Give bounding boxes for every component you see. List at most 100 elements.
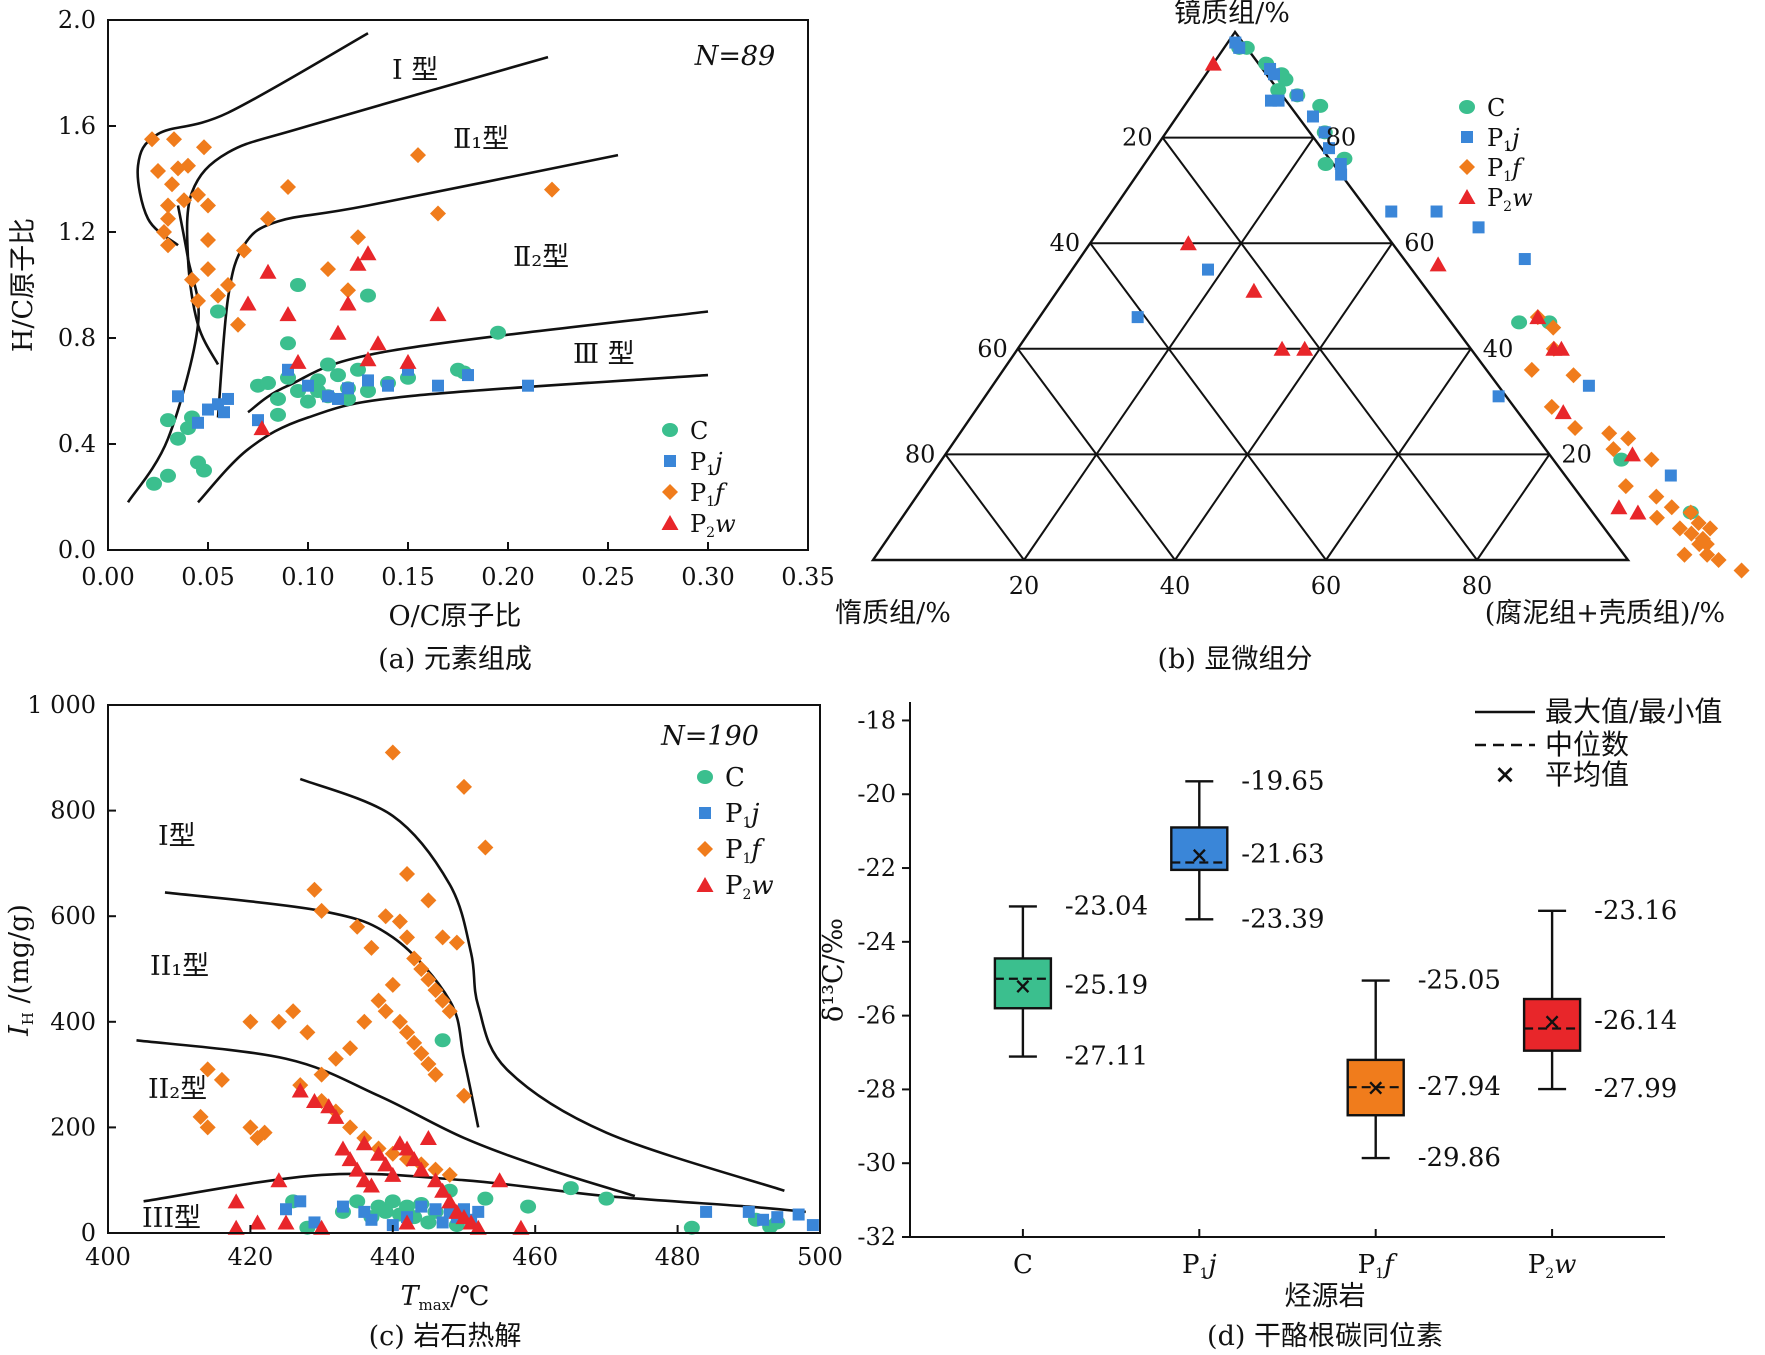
panel-a-point-C-11: [270, 407, 286, 422]
panel-c-point-P1j-2: [308, 1216, 321, 1229]
panel-c-point-P1f-10: [363, 939, 380, 956]
panel-d-y-tick-label: -24: [857, 928, 896, 956]
panel-c-type-3-label: III型: [142, 1203, 201, 1234]
panel-a-point-P1f-23: [280, 178, 296, 195]
legend-label-P1j: P1j: [690, 448, 723, 479]
panel-d-legend-label-median: 中位数: [1545, 728, 1629, 761]
panel-d-y-tick-label: -30: [857, 1149, 896, 1177]
legend-label-tail: w: [715, 510, 736, 538]
legend-label-C: C: [690, 417, 708, 445]
panel-c-x-label-sub: max: [419, 1296, 451, 1314]
panel-a-point-P1j-1: [192, 416, 204, 429]
panel-d-max-label-P1j: -19.65: [1241, 766, 1324, 796]
panel-a-y-tick-label: 0.8: [58, 324, 96, 352]
panel-c-point-P1f-13: [399, 929, 416, 946]
legend-label-tail: f: [1510, 154, 1525, 182]
panel-a-point-C-17: [300, 394, 316, 409]
panel-c-point-P1f-33: [299, 1024, 316, 1041]
panel-b-point-C-10: [1317, 157, 1334, 171]
legend-label-main: P: [725, 835, 743, 865]
panel-d-mean-marker-P2w: ×: [1543, 1009, 1561, 1035]
panel-c-point-P2w-13: [362, 1177, 380, 1193]
panel-c-point-P2w-21: [419, 1129, 437, 1145]
panel-b-left-tick-label: 80: [905, 440, 936, 468]
panel-d-x-tick-label-P1j: P1j: [1182, 1250, 1216, 1282]
panel-b-grid-line: [1325, 348, 1472, 561]
panel-d-min-label-P1j: -23.39: [1241, 904, 1324, 934]
panel-a-x-tick-label: 0.00: [81, 563, 134, 591]
panel-b-point-P1j-3: [1267, 68, 1280, 81]
panel-c-point-C-6: [377, 1204, 394, 1219]
panel-b-caption: (b) 显微组分: [1158, 644, 1313, 675]
panel-c-point-P2w-1: [227, 1219, 245, 1235]
panel-c-point-P1j-10: [436, 1216, 449, 1229]
panel-d-y-tick-label: -18: [857, 706, 896, 734]
panel-c-point-P2w-19: [405, 1151, 423, 1167]
panel-b-right-tick-label: 40: [1483, 335, 1514, 363]
panel-c-x-tick-label: 500: [797, 1243, 843, 1271]
panel-b-left-tick-label: 60: [977, 335, 1008, 363]
legend-label-P1j: P1j: [1487, 124, 1520, 155]
panel-c-point-P2w-28: [469, 1219, 487, 1235]
panel-a-boundary-curve-1: [185, 55, 549, 366]
panel-a-point-P1f-21: [236, 242, 252, 259]
panel-a-point-P2w-1: [253, 420, 271, 436]
panel-b-right-tick-label: 80: [1326, 124, 1357, 152]
panel-c-point-P1f-16: [420, 971, 437, 988]
panel-a-x-tick-label: 0.20: [481, 563, 534, 591]
panel-b-point-P1j-10: [1334, 158, 1347, 170]
panel-a-x-axis-label: O/C原子比: [389, 601, 522, 632]
panel-d-x-axis-label: 烃源岩: [1285, 1281, 1366, 1312]
panel-b-point-C-13: [1613, 452, 1630, 467]
panel-b-point-P2w-1: [1179, 235, 1197, 251]
panel-c-point-P2w-6: [305, 1093, 323, 1108]
panel-a-type-2-2-label: Ⅱ₂型: [513, 242, 569, 273]
panel-c-point-C-18: [520, 1199, 537, 1214]
panel-d-min-label-C: -27.11: [1065, 1042, 1148, 1072]
panel-c-point-P1f-5: [434, 929, 451, 946]
panel-b-right-axis-label: (腐泥组+壳质组)/%: [1485, 598, 1725, 629]
panel-c-point-P1f-12: [391, 913, 408, 930]
panel-c-point-P2w-18: [398, 1140, 416, 1156]
panel-c-point-P1f-2: [477, 839, 494, 856]
panel-a-point-P1j-16: [462, 369, 474, 382]
panel-c-point-P1f-54: [441, 1166, 458, 1183]
panel-c-point-P1f-31: [327, 1050, 344, 1067]
legend-marker-C: [1459, 100, 1475, 114]
panel-c-x-label-tail: /℃: [450, 1281, 489, 1312]
legend-label-main: C: [690, 417, 708, 445]
panel-c-point-P2w-7: [320, 1098, 338, 1114]
legend-label-sub: 1: [1503, 169, 1512, 185]
panel-c-point-C-19: [562, 1181, 579, 1196]
panel-c-x-tick-label: 440: [370, 1243, 416, 1271]
panel-c-point-P2w-22: [427, 1172, 445, 1188]
panel-a-y-tick-label: 0.0: [58, 536, 96, 564]
legend-label-main: P: [690, 448, 706, 476]
panel-a-point-P1f-26: [350, 229, 366, 246]
panel-b-point-P2w-6: [1529, 309, 1547, 325]
legend-label-P1f: P1f: [725, 835, 765, 867]
panel-b-point-P1f-13: [1663, 499, 1680, 516]
legend-label-sub: 2: [706, 525, 715, 541]
panel-a-point-C-8: [210, 304, 226, 319]
panel-b-point-P2w-0: [1204, 55, 1222, 71]
panel-b-point-P2w-12: [1629, 504, 1647, 520]
panel-b-point-P1j-12: [1385, 205, 1398, 218]
panel-a-point-C-22: [330, 368, 346, 383]
panel-b-point-P1f-19: [1683, 525, 1700, 542]
panel-c-y-tick-label: 800: [50, 797, 96, 825]
panel-c-point-P1f-1: [456, 778, 472, 795]
panel-d-mean-label-P2w: -26.14: [1594, 1006, 1677, 1036]
panel-a-point-C-32: [490, 325, 506, 340]
legend-label-main: P: [1487, 184, 1503, 212]
legend-label-P2w: P2w: [690, 510, 736, 541]
panel-a-point-P1f-7: [166, 131, 182, 148]
panel-a-point-P1f-0: [144, 131, 160, 148]
legend-label-main: P: [725, 871, 743, 901]
panel-a-point-P1j-0: [172, 390, 184, 403]
panel-c-point-P1f-28: [427, 1066, 444, 1083]
panel-a-point-P1f-17: [200, 261, 216, 278]
panel-d-y-tick-label: -26: [857, 1002, 896, 1030]
panel-c-point-P1f-30: [342, 1040, 359, 1057]
